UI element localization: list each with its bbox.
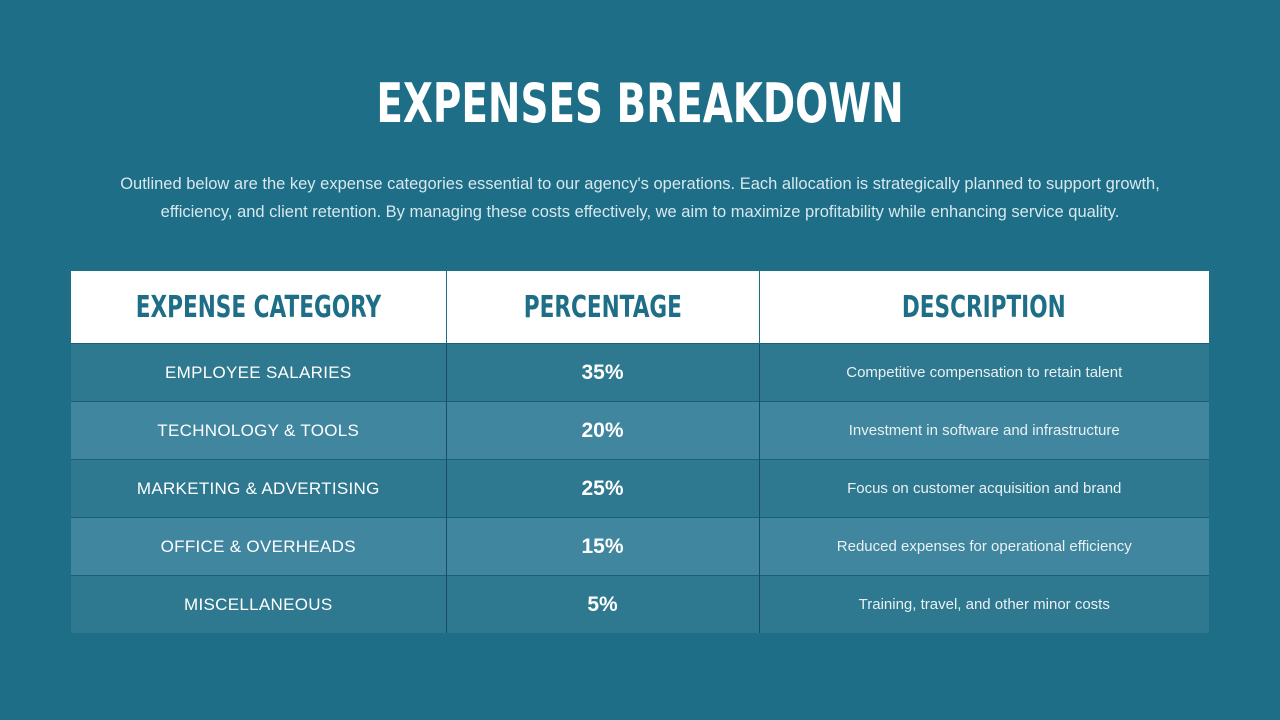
category-cell: OFFICE & OVERHEADS [71,517,446,576]
table-row: MISCELLANEOUS 5% Training, travel, and o… [71,575,1209,633]
percentage-cell: 35% [445,343,759,402]
percentage-cell: 20% [445,401,759,460]
category-cell: EMPLOYEE SALARIES [71,343,446,402]
header-expense-category-label: EXPENSE CATEGORY [135,289,381,325]
percentage-cell: 5% [445,575,759,633]
header-description: DESCRIPTION [758,271,1209,344]
page-title: EXPENSES BREAKDOWN [376,72,904,135]
table-row: OFFICE & OVERHEADS 15% Reduced expenses … [71,517,1209,576]
expenses-table: EXPENSE CATEGORY PERCENTAGE DESCRIPTION … [71,271,1209,633]
category-cell: TECHNOLOGY & TOOLS [71,401,446,460]
table-header-row: EXPENSE CATEGORY PERCENTAGE DESCRIPTION [71,271,1209,344]
table-row: EMPLOYEE SALARIES 35% Competitive compen… [71,343,1209,402]
header-percentage-label: PERCENTAGE [523,289,682,325]
percentage-cell: 25% [445,459,759,518]
table-row: MARKETING & ADVERTISING 25% Focus on cus… [71,459,1209,518]
category-cell: MISCELLANEOUS [71,575,446,633]
intro-paragraph: Outlined below are the key expense categ… [120,175,1160,221]
description-cell: Investment in software and infrastructur… [758,401,1209,460]
percentage-cell: 15% [445,517,759,576]
description-cell: Training, travel, and other minor costs [758,575,1209,633]
description-cell: Competitive compensation to retain talen… [758,343,1209,402]
description-cell: Reduced expenses for operational efficie… [758,517,1209,576]
description-cell: Focus on customer acquisition and brand [758,459,1209,518]
category-cell: MARKETING & ADVERTISING [71,459,446,518]
header-percentage: PERCENTAGE [445,271,759,344]
header-description-label: DESCRIPTION [902,289,1067,325]
header-expense-category: EXPENSE CATEGORY [71,271,446,344]
table-row: TECHNOLOGY & TOOLS 20% Investment in sof… [71,401,1209,460]
